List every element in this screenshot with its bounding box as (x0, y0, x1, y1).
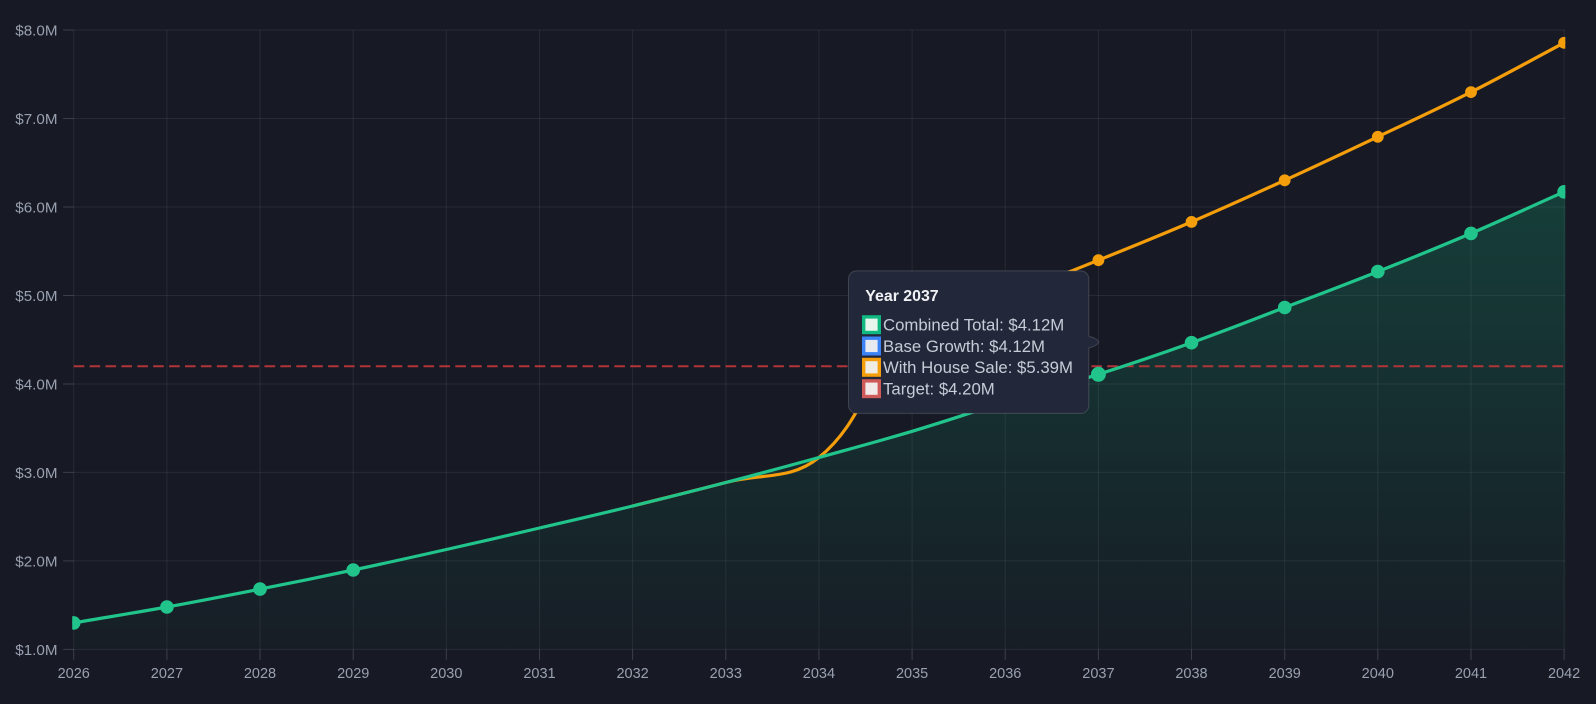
svg-text:With House Sale: $5.39M: With House Sale: $5.39M (883, 358, 1073, 377)
svg-text:2040: 2040 (1362, 666, 1394, 682)
svg-text:2026: 2026 (58, 666, 90, 682)
svg-text:$1.0M: $1.0M (15, 642, 57, 659)
svg-text:$7.0M: $7.0M (15, 111, 57, 128)
svg-text:$5.0M: $5.0M (15, 288, 57, 305)
svg-text:2031: 2031 (523, 666, 555, 682)
svg-text:2035: 2035 (896, 666, 928, 682)
svg-text:2042: 2042 (1548, 666, 1580, 682)
svg-text:$8.0M: $8.0M (15, 22, 57, 39)
svg-text:$4.0M: $4.0M (15, 376, 57, 393)
svg-text:2038: 2038 (1175, 666, 1207, 682)
svg-text:2033: 2033 (710, 666, 742, 682)
svg-text:Target: $4.20M: Target: $4.20M (883, 380, 995, 399)
svg-text:2030: 2030 (430, 666, 462, 682)
svg-text:2032: 2032 (616, 666, 648, 682)
svg-text:2029: 2029 (337, 666, 369, 682)
svg-text:2027: 2027 (151, 666, 183, 682)
svg-text:Year 2037: Year 2037 (865, 288, 939, 305)
svg-text:2028: 2028 (244, 666, 276, 682)
svg-text:2037: 2037 (1082, 666, 1114, 682)
svg-text:$3.0M: $3.0M (15, 465, 57, 482)
svg-text:$6.0M: $6.0M (15, 199, 57, 216)
svg-text:Base Growth: $4.12M: Base Growth: $4.12M (883, 337, 1045, 356)
svg-text:2039: 2039 (1269, 666, 1301, 682)
svg-text:2036: 2036 (989, 666, 1021, 682)
svg-text:2034: 2034 (803, 666, 835, 682)
svg-text:Combined Total: $4.12M: Combined Total: $4.12M (883, 316, 1064, 335)
svg-text:$2.0M: $2.0M (15, 553, 57, 570)
svg-text:2041: 2041 (1455, 666, 1487, 682)
